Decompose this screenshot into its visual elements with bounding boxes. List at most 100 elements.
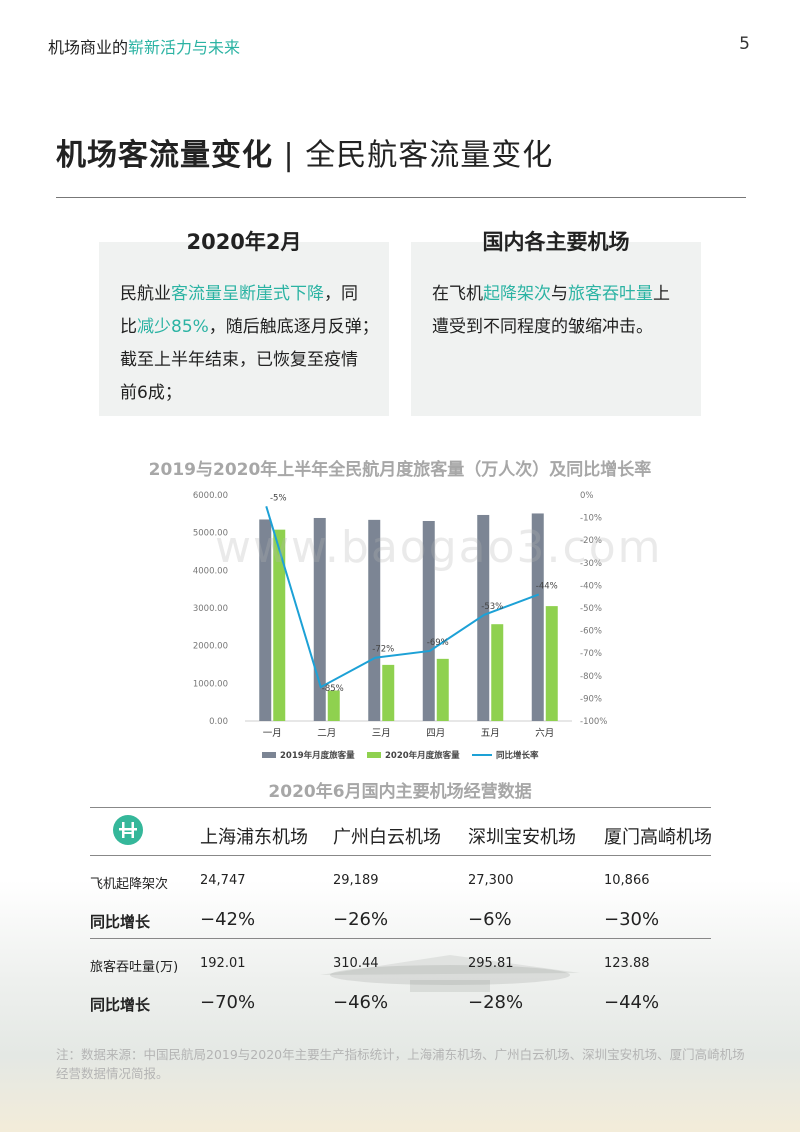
- title-separator: |: [283, 138, 295, 173]
- x-tick-label: 五月: [481, 728, 500, 739]
- growth-rate-label: -5%: [270, 493, 287, 503]
- right-line: 遭受到不同程度的皱缩冲击。: [432, 317, 653, 337]
- row-label: 飞机起降架次: [90, 877, 169, 892]
- bar-2020: [273, 529, 286, 721]
- table-cell: 192.01: [200, 956, 246, 971]
- background-runway-photo: [0, 880, 800, 1132]
- table-divider: [90, 938, 711, 939]
- growth-rate-label: -44%: [536, 581, 558, 591]
- table-cell: −46%: [333, 992, 389, 1013]
- airplane-silhouette: [320, 955, 580, 992]
- table-cell: −70%: [200, 992, 256, 1013]
- table-divider: [90, 855, 711, 856]
- airport-header: 深圳宝安机场: [468, 827, 576, 848]
- y-right-tick-label: -70%: [580, 649, 602, 659]
- table-cell: −30%: [604, 909, 660, 930]
- title-divider: [56, 197, 746, 198]
- legend-label-growth: 同比增长率: [496, 750, 539, 761]
- y-right-tick-label: -10%: [580, 514, 602, 524]
- right-line: 在飞机起降架次与旅客吞吐量上: [432, 284, 670, 304]
- y-right-tick-label: -20%: [580, 536, 602, 546]
- airport-header: 厦门高崎机场: [604, 827, 712, 848]
- table-cell: 27,300: [468, 873, 514, 888]
- left-line: 民航业客流量呈断崖式下降，同: [120, 284, 358, 304]
- row-label: 同比增长: [90, 996, 151, 1014]
- y-left-tick-label: 3000.00: [193, 604, 228, 614]
- table-cell: −6%: [468, 909, 512, 930]
- row-label: 旅客吞吐量(万): [90, 960, 179, 975]
- legend-label-2020: 2020年月度旅客量: [385, 750, 460, 761]
- page-number: 5: [739, 34, 750, 54]
- growth-rate-line: [265, 506, 540, 689]
- growth-rate-label: -53%: [481, 602, 503, 612]
- growth-rate-label: -69%: [427, 638, 449, 648]
- source-note: 注：数据来源：中国民航局2019与2020年主要生产指标统计，上海浦东机场、广州…: [56, 1047, 745, 1081]
- page-header: 机场商业的崭新活力与未来: [48, 34, 240, 58]
- airport-logo-icon: [113, 815, 143, 845]
- table-cell: 29,189: [333, 873, 379, 888]
- table-title: 2020年6月国内主要机场经营数据: [268, 782, 532, 802]
- left-line: 比减少85%，随后触底逐月反弹；: [120, 317, 379, 337]
- y-right-tick-label: -90%: [580, 694, 602, 704]
- airport-header: 广州白云机场: [333, 827, 441, 848]
- title-bold: 机场客流量变化: [56, 138, 273, 173]
- legend-label-2019: 2019年月度旅客量: [280, 750, 355, 761]
- info-box-left-heading: 2020年2月: [186, 230, 302, 254]
- y-left-tick-label: 6000.00: [193, 491, 228, 501]
- x-tick-label: 六月: [535, 727, 554, 739]
- bar-2020: [491, 624, 504, 721]
- bar-2019: [422, 520, 435, 721]
- header-prefix: 机场商业的: [48, 38, 129, 57]
- info-box-left-body: 民航业客流量呈断崖式下降，同 比减少85%，随后触底逐月反弹； 截至上半年结束，…: [120, 278, 380, 410]
- airport-header: 上海浦东机场: [200, 827, 308, 848]
- row-label: 同比增长: [90, 913, 151, 931]
- y-right-tick-label: -50%: [580, 604, 602, 614]
- y-right-tick-label: -60%: [580, 627, 602, 637]
- table-cell: −44%: [604, 992, 660, 1013]
- page-title: 机场客流量变化 | 全民航客流量变化: [56, 130, 553, 174]
- y-right-tick-label: -100%: [580, 717, 607, 727]
- info-box-right-body: 在飞机起降架次与旅客吞吐量上 遭受到不同程度的皱缩冲击。: [432, 278, 692, 344]
- y-right-tick-label: -80%: [580, 672, 602, 682]
- y-left-tick-label: 0.00: [209, 717, 228, 727]
- left-line: 截至上半年结束，已恢复至疫情: [120, 350, 358, 370]
- bar-2020: [545, 606, 558, 721]
- bar-2019: [477, 514, 490, 721]
- y-left-tick-label: 1000.00: [193, 679, 228, 689]
- watermark-text: www.baogao3.com: [215, 522, 663, 573]
- info-box-right-heading: 国内各主要机场: [482, 230, 630, 254]
- passenger-chart: 0.00 1000.00 2000.00 3000.00 4000.00 5000.00 6…: [193, 491, 608, 761]
- y-right-tick-label: -30%: [580, 559, 602, 569]
- table-top-rule: [90, 807, 711, 808]
- table-cell: −26%: [333, 909, 389, 930]
- x-tick-label: 一月: [263, 728, 282, 739]
- growth-rate-label: -72%: [372, 645, 394, 655]
- growth-rate-label: -85%: [322, 684, 344, 694]
- chart-title: 2019与2020年上半年全民航月度旅客量（万人次）及同比增长率: [148, 460, 652, 480]
- bar-2019: [259, 519, 272, 721]
- table-cell: 310.44: [333, 956, 379, 971]
- legend-swatch-2020: [367, 752, 381, 758]
- info-box-right: 国内各主要机场 在飞机起降架次与旅客吞吐量上 遭受到不同程度的皱缩冲击。: [411, 230, 701, 416]
- x-tick-label: 二月: [317, 728, 336, 739]
- y-left-tick-label: 5000.00: [193, 529, 228, 539]
- title-rest: 全民航客流量变化: [305, 138, 554, 173]
- bar-2020: [327, 690, 340, 721]
- bar-2019: [368, 519, 381, 721]
- table-cell: −42%: [200, 909, 256, 930]
- legend-swatch-2019: [262, 752, 276, 758]
- y-right-tick-label: -40%: [580, 581, 602, 591]
- y-right-tick-label: 0%: [580, 491, 594, 501]
- table-cell: 24,747: [200, 873, 246, 888]
- left-line: 前6成；: [120, 383, 182, 403]
- x-tick-label: 三月: [372, 728, 391, 739]
- y-left-tick-label: 2000.00: [193, 642, 228, 652]
- x-tick-label: 四月: [426, 728, 445, 739]
- table-cell: −28%: [468, 992, 524, 1013]
- table-cell: 10,866: [604, 873, 650, 888]
- header-highlight: 崭新活力与未来: [128, 38, 241, 57]
- bar-2019: [313, 517, 326, 721]
- bar-2019: [531, 513, 544, 721]
- table-cell: 123.88: [604, 956, 650, 971]
- bar-2020: [436, 658, 449, 721]
